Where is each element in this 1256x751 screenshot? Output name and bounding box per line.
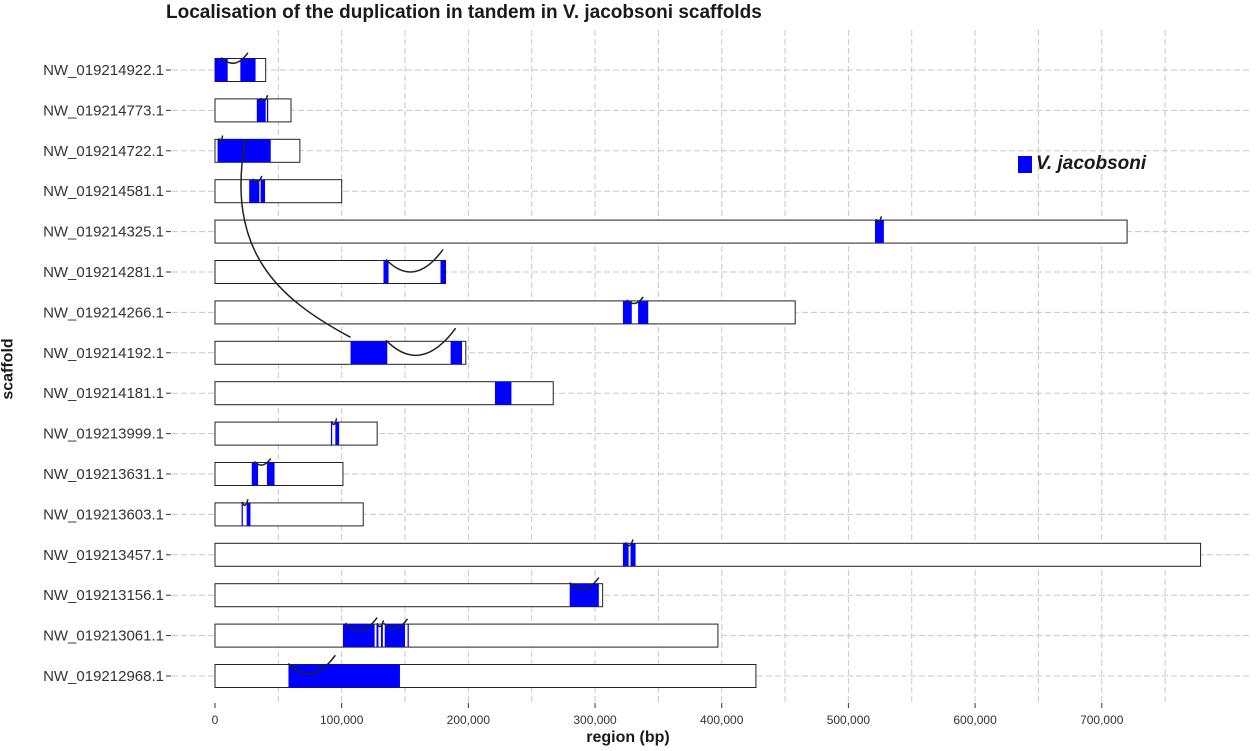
duplication-link bbox=[624, 539, 634, 547]
scaffold-bar bbox=[214, 300, 796, 325]
duplication-link bbox=[569, 577, 600, 590]
duplication-link bbox=[330, 418, 338, 426]
y-tick-label: NW_019214722.1 bbox=[43, 143, 164, 160]
legend: V. jacobsoni bbox=[1018, 153, 1146, 175]
chart-title: Localisation of the duplication in tande… bbox=[166, 2, 762, 23]
x-tick-label: 400,000 bbox=[700, 713, 744, 727]
duplication-region bbox=[383, 260, 389, 284]
duplication-link bbox=[253, 458, 272, 466]
y-axis-label: scaffold bbox=[0, 338, 17, 400]
duplication-region bbox=[350, 341, 388, 365]
duplication-region bbox=[330, 422, 333, 446]
x-tick-label: 600,000 bbox=[953, 713, 997, 727]
duplication-link bbox=[241, 498, 249, 507]
scaffold-bar bbox=[214, 381, 554, 406]
duplication-region bbox=[256, 98, 266, 122]
y-tick-label: NW_019214325.1 bbox=[43, 224, 164, 241]
scaffold-bar bbox=[214, 502, 364, 527]
duplication-region bbox=[630, 543, 636, 567]
duplication-link bbox=[385, 327, 457, 357]
duplication-region bbox=[251, 462, 259, 486]
duplication-region bbox=[494, 381, 512, 405]
x-axis-label: region (bp) bbox=[586, 729, 670, 746]
duplication-region bbox=[622, 300, 632, 324]
duplication-link bbox=[252, 175, 263, 183]
duplication-link bbox=[376, 620, 385, 628]
duplication-region bbox=[342, 624, 375, 648]
duplication-link bbox=[875, 216, 883, 224]
y-tick-label: NW_019213156.1 bbox=[43, 587, 164, 604]
x-tick-label: 200,000 bbox=[447, 713, 491, 727]
duplication-region bbox=[875, 220, 884, 244]
scaffold-bar bbox=[214, 623, 719, 648]
duplication-region bbox=[249, 179, 260, 203]
duplication-link bbox=[382, 618, 409, 630]
duplication-region bbox=[384, 624, 406, 648]
y-tick-label: NW_019214922.1 bbox=[43, 62, 164, 79]
duplication-region bbox=[335, 422, 340, 446]
scaffold-bar bbox=[214, 421, 378, 446]
scaffold-bar bbox=[214, 179, 343, 204]
duplication-region bbox=[246, 502, 251, 526]
scaffold-bar bbox=[214, 462, 344, 486]
y-tick-label: NW_019213631.1 bbox=[43, 466, 164, 483]
x-tick-label: 100,000 bbox=[320, 713, 364, 727]
y-tick-label: NW_019214281.1 bbox=[43, 264, 164, 281]
y-tick-label: NW_019212968.1 bbox=[43, 668, 164, 685]
y-tick-label: NW_019213457.1 bbox=[43, 547, 164, 564]
duplication-link bbox=[344, 617, 378, 631]
y-tick-label: NW_019214192.1 bbox=[43, 345, 164, 362]
y-tick-label: NW_019214266.1 bbox=[43, 304, 164, 321]
duplication-region bbox=[440, 260, 446, 284]
y-tick-label: NW_019214581.1 bbox=[43, 183, 164, 200]
scaffold-bar bbox=[214, 583, 604, 608]
y-tick-label: NW_019214773.1 bbox=[43, 102, 164, 119]
duplication-link bbox=[218, 135, 224, 143]
scaffold-bar bbox=[214, 98, 292, 123]
duplication-region bbox=[376, 624, 379, 648]
legend-label: V. jacobsoni bbox=[1036, 153, 1147, 174]
duplication-region bbox=[240, 58, 256, 82]
duplication-link bbox=[240, 139, 351, 338]
x-tick-label: 700,000 bbox=[1080, 713, 1124, 727]
y-tick-label: NW_019214181.1 bbox=[43, 385, 164, 402]
duplication-link bbox=[220, 52, 249, 64]
duplication-link bbox=[259, 94, 269, 103]
duplication-region bbox=[241, 502, 243, 526]
y-tick-label: NW_019213061.1 bbox=[43, 628, 164, 645]
duplication-region bbox=[380, 624, 383, 648]
duplication-region bbox=[407, 624, 409, 648]
scaffold-bar bbox=[214, 340, 467, 365]
y-tick-label: NW_019213999.1 bbox=[43, 426, 164, 443]
duplication-region bbox=[638, 300, 649, 324]
duplication-region bbox=[266, 462, 275, 486]
duplication-link bbox=[626, 296, 644, 305]
duplication-region bbox=[215, 58, 228, 82]
duplication-region bbox=[569, 583, 599, 607]
scaffold-bar bbox=[214, 219, 1128, 244]
y-tick-label: NW_019213603.1 bbox=[43, 506, 164, 523]
duplication-link bbox=[287, 654, 336, 675]
scaffold-bar bbox=[214, 542, 1202, 567]
duplication-region bbox=[622, 543, 629, 567]
legend-swatch bbox=[1018, 155, 1032, 173]
x-tick-label: 0 bbox=[212, 713, 219, 727]
duplication-region bbox=[260, 179, 266, 203]
duplication-region bbox=[450, 341, 463, 365]
x-tick-label: 500,000 bbox=[827, 713, 871, 727]
duplication-region bbox=[288, 664, 400, 688]
x-tick-label: 300,000 bbox=[573, 713, 617, 727]
duplication-region bbox=[266, 98, 269, 122]
duplication-link bbox=[385, 249, 444, 273]
